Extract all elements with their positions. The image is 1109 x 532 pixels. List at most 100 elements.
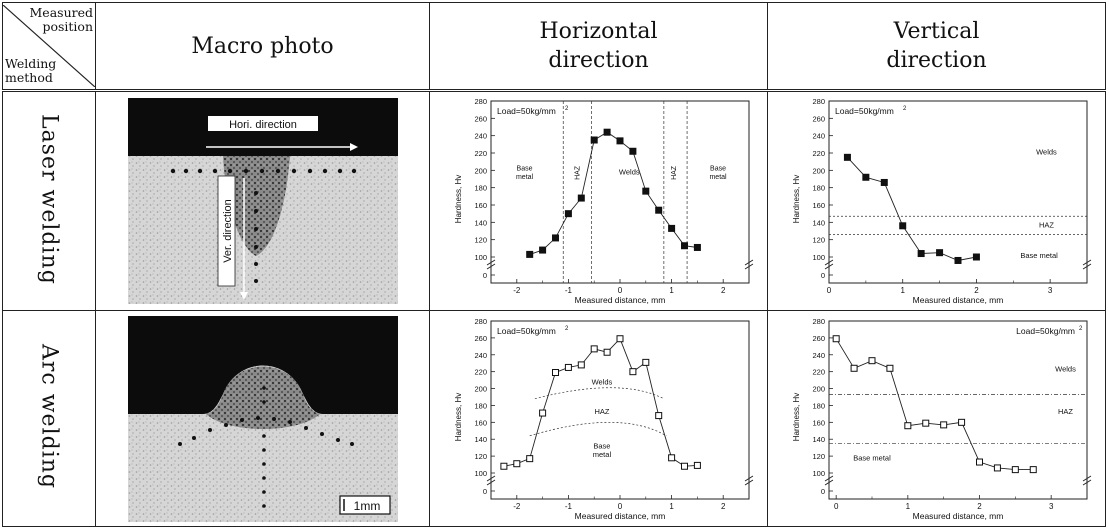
y-tick-label: 240 — [474, 132, 487, 141]
data-point — [898, 222, 906, 230]
data-point — [693, 243, 701, 251]
data-point — [538, 246, 546, 254]
y-tick-label: 0 — [820, 271, 824, 280]
y-tick-label: 220 — [474, 367, 487, 376]
x-tick-label: 2 — [720, 502, 725, 511]
y-tick-label: 140 — [812, 218, 825, 227]
load-superscript: 2 — [565, 326, 569, 332]
x-tick-label: 2 — [720, 286, 725, 295]
data-point — [603, 128, 611, 136]
y-tick-label: 240 — [812, 132, 825, 141]
data-point — [616, 334, 623, 342]
laser-vertical-chart: 100 120 140 160 180 200 220 240 260 280 00 1 2 3 Measu… — [792, 97, 1091, 305]
data-point — [525, 454, 533, 462]
axis-break-mark — [744, 479, 753, 485]
x-axis-label: Measured distance, mm — [912, 511, 1003, 521]
data-point — [993, 463, 1001, 471]
load-label: Load=50kg/mm — [1016, 326, 1075, 336]
data-point — [935, 249, 943, 257]
load-label: Load=50kg/mm — [497, 106, 556, 116]
corner-bottom-line2: method — [5, 70, 53, 85]
axis-break-mark — [1082, 479, 1091, 485]
laser-horizontal-cell: 100 120 140 160 180 200 220 240 260 280 0 -2 -1 0 1 2 Me… — [429, 90, 768, 311]
laser-macro-cell: Hori. direction Ver. direction — [95, 90, 430, 311]
annotation-haz: HAZ — [594, 406, 609, 415]
data-point — [903, 421, 911, 429]
annotation-base-metal-left: Base — [516, 165, 532, 172]
data-point — [972, 253, 980, 261]
axis-break-mark — [1082, 475, 1091, 481]
x-tick-label: -2 — [513, 286, 521, 295]
y-tick-label: 120 — [474, 452, 487, 461]
data-point — [499, 462, 507, 470]
y-tick-label: 180 — [812, 184, 825, 193]
y-tick-label: 180 — [812, 401, 825, 410]
header-vertical: Vertical direction — [767, 2, 1106, 92]
y-tick-label: 160 — [812, 201, 825, 210]
y-tick-label: 100 — [474, 253, 487, 262]
hori-direction-label: Hori. direction — [229, 119, 297, 131]
arc-welding-label: Arc welding — [36, 344, 62, 489]
axis-break-mark — [486, 259, 495, 266]
data-point — [868, 356, 875, 364]
annotation-base-metal-left: metal — [515, 174, 533, 181]
y-tick-label: 220 — [474, 149, 487, 158]
zone-boundary-curve — [529, 421, 667, 436]
y-tick-label: 140 — [812, 435, 825, 444]
axis-break-mark — [744, 263, 753, 270]
y-tick-label: 120 — [812, 236, 825, 245]
y-tick-label: 0 — [820, 487, 824, 496]
annotation-haz-right: HAZ — [671, 165, 678, 180]
data-point — [954, 256, 961, 264]
corner-top-line1: Measured — [29, 5, 94, 20]
x-tick-label: 0 — [617, 502, 622, 511]
laser-horizontal-chart: 100 120 140 160 180 200 220 240 260 280 0 -2 -1 0 1 2 Me… — [454, 97, 753, 305]
y-tick-label: 280 — [812, 97, 825, 106]
x-tick-label: 3 — [1048, 502, 1053, 511]
load-label: Load=50kg/mm — [497, 326, 556, 336]
header-vertical-line1: Vertical — [893, 19, 980, 44]
corner-cell: Measured position Welding method — [2, 2, 96, 92]
plot-frame — [828, 320, 1087, 499]
data-point — [921, 419, 929, 427]
ver-direction-box — [217, 175, 235, 287]
axis-break-mark — [1082, 263, 1091, 270]
data-point — [850, 364, 858, 372]
data-point — [564, 363, 572, 371]
x-tick-label: 2 — [977, 502, 982, 511]
x-tick-label: 2 — [974, 286, 979, 295]
y-tick-label: 280 — [474, 97, 487, 106]
annotation-welds: Welds — [1055, 364, 1076, 373]
annotation-base-metal: metal — [592, 449, 611, 458]
y-tick-label: 260 — [812, 114, 825, 123]
annotation-welds: Welds — [618, 168, 639, 177]
y-tick-label: 160 — [474, 201, 487, 210]
scale-bar-label: 1mm — [353, 499, 380, 513]
annotation-base-metal-right: Base — [710, 165, 726, 172]
y-tick-label: 180 — [474, 184, 487, 193]
axis-break-mark — [824, 479, 833, 485]
x-tick-label: 0 — [826, 286, 831, 295]
header-macro-photo: Macro photo — [95, 2, 430, 92]
load-superscript: 2 — [565, 106, 569, 112]
y-axis-label: Hardness, Hv — [792, 392, 801, 440]
x-tick-label: 1 — [900, 286, 905, 295]
data-point — [654, 411, 662, 419]
y-axis-label: Hardness, Hv — [454, 392, 463, 440]
plot-frame — [828, 100, 1087, 284]
x-tick-label: 3 — [1047, 286, 1052, 295]
load-label: Load=50kg/mm — [835, 106, 894, 116]
data-point — [525, 250, 533, 258]
y-tick-label: 120 — [474, 236, 487, 245]
x-tick-label: -1 — [564, 502, 572, 511]
y-axis-label: Hardness, Hv — [454, 175, 463, 223]
hori-direction-box — [207, 116, 318, 131]
laser-welding-label: Laser welding — [36, 113, 62, 285]
y-tick-label: 200 — [474, 384, 487, 393]
y-tick-label: 260 — [474, 114, 487, 123]
corner-top-line2: position — [42, 19, 93, 34]
y-tick-label: 140 — [474, 218, 487, 227]
y-tick-label: 240 — [474, 350, 487, 359]
